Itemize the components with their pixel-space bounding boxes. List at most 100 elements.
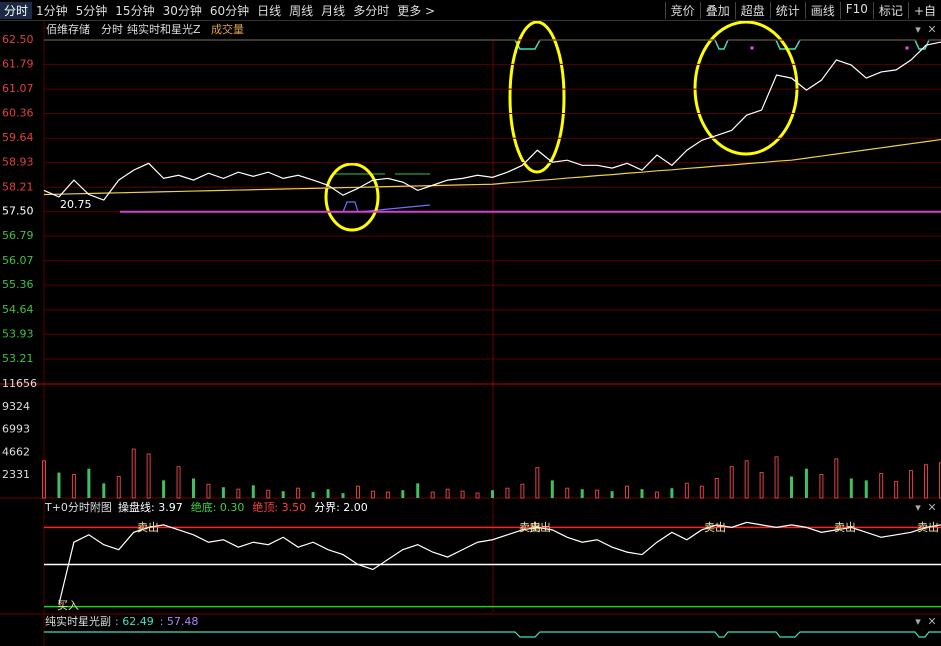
tab[interactable]: 1分钟 [36,3,68,18]
highlight-circle [508,20,566,174]
y-tick-label: 53.93 [2,327,34,340]
indicator-line [58,521,941,605]
price-label: 20.75 [60,198,92,211]
y-tick-label: 59.64 [2,131,34,144]
tool-button[interactable]: 画线 [804,1,840,19]
volume-bar [385,491,390,499]
volume-bar [192,478,195,498]
volume-bar [162,480,166,498]
signal-label: 买入 [57,599,79,612]
volume-bar [595,489,600,499]
volume-bar [790,476,793,498]
volume-bar [131,448,136,499]
panel-title: T+0分时附图 [44,500,112,514]
volume-bar [684,482,689,499]
y-tick-label: 6993 [2,423,30,436]
tool-button[interactable]: 叠加 [699,1,735,19]
tab[interactable]: 多分时 [353,3,390,18]
y-tick-label: 11656 [2,377,37,390]
tab[interactable]: 30分钟 [162,3,202,18]
volume-bar [341,493,345,498]
tab[interactable]: 更多 > [397,3,436,18]
icon[interactable]: ▾ [915,615,921,628]
price-line [43,138,941,196]
volume-bar [355,485,360,499]
tab[interactable]: 15分钟 [115,3,155,18]
tool-button[interactable]: 竞价 [664,1,700,19]
volume-bar [42,460,46,499]
volume-bar [520,483,525,499]
volume-bar [206,483,211,499]
volume-bar [296,487,301,499]
volume-bar [491,490,494,498]
volume-bar [640,489,644,498]
volume-bar [819,474,824,499]
tool-button[interactable]: +自 [907,1,941,19]
volume-bar [221,487,225,498]
volume-bar [430,491,435,499]
indicator-dot [905,46,909,50]
legend-item: 操盘线: 3.97 [118,500,183,514]
icon[interactable]: ✕ [927,615,936,628]
volume-bar [894,480,899,499]
strip-title: 纯实时星光副 [45,614,111,628]
icon[interactable]: ▾ [915,501,921,514]
y-tick-label: 60.36 [2,106,34,119]
y-tick-label: 53.21 [2,352,34,365]
signal-label: 卖出 [529,520,551,534]
mode: 分时 [101,23,123,36]
volume-bar [580,489,584,498]
volume-bar [266,489,271,499]
legend-item: 分界: 2.00 [314,501,368,514]
toolbar: 分时 1分钟 5分钟 15分钟 30分钟 60分钟 日线 周线 月线 多分时 更多 > 竞价 叠加 超盘统… [0,0,941,21]
volume-bar [714,477,719,499]
y-tick-label: 57.50 [2,205,34,218]
icon[interactable]: ✕ [927,501,936,514]
y-tick-label: 62.50 [2,33,34,46]
volume-bar [116,475,121,499]
tab[interactable]: 分时 [0,1,33,19]
tab[interactable]: 5分钟 [75,3,108,18]
tool-button[interactable]: 统计 [769,1,805,19]
volume-bar [460,490,465,499]
tool-button[interactable]: F10 [839,1,873,19]
tab[interactable]: 日线 [257,3,282,18]
tab[interactable]: 周线 [289,3,314,18]
highlight-circle [324,162,380,232]
volume-bar [71,474,76,499]
volume-bar [102,483,106,498]
volume-bar [505,487,510,499]
tab[interactable]: 60分钟 [209,3,250,18]
icon[interactable]: ▾ [915,23,921,36]
y-tick-label: 58.93 [2,156,34,169]
icon[interactable]: ✕ [927,23,936,36]
strip-line [44,631,941,638]
signal-label: 卖出 [137,520,159,534]
volume-bar [849,478,853,498]
volume-bar [176,466,181,499]
y-tick-label: 4662 [2,445,30,458]
volume-bar [774,456,779,499]
volume-bar [370,490,375,499]
strip-value: : 62.49 [115,615,154,628]
volume-bar [939,462,941,499]
indicator-dot [750,46,754,50]
y-tick-label: 61.07 [2,82,34,95]
strip-value: : 57.48 [160,615,199,628]
volume-bar [146,453,151,499]
volume-bar [909,470,914,499]
legend-item: 绝底: 0.30 [191,500,245,514]
indicator-name: 纯实时和星光Z [127,22,201,36]
y-tick-label: 56.07 [2,254,34,267]
tool-button[interactable]: 标记 [872,1,908,19]
volume-bar [281,491,285,498]
legend-item: 绝顶: 3.50 [252,500,306,514]
y-tick-label: 9324 [2,400,30,413]
volume-bar [416,483,420,498]
tool-button[interactable]: 超盘 [734,1,770,19]
tab[interactable]: 月线 [321,3,346,18]
y-tick-label: 61.79 [2,57,34,70]
volume-bar [236,488,241,499]
volume-bar [834,458,839,499]
